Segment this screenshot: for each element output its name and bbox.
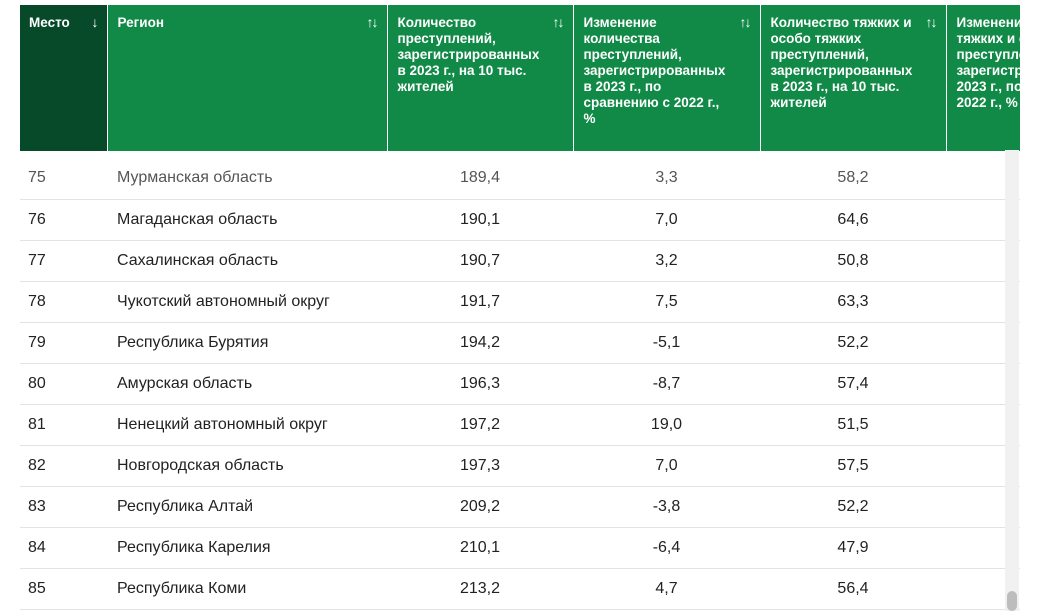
- rank-cell: 82: [20, 445, 107, 487]
- crimes-change-cell: 7,0: [573, 445, 760, 487]
- severe-crimes-cell: 50,8: [760, 240, 946, 282]
- table-row: 76 Магаданская область 190,1 7,0 64,6: [20, 199, 1020, 241]
- crimes-change-cell: 19,0: [573, 404, 760, 446]
- table-row: 84 Республика Карелия 210,1 -6,4 47,9: [20, 527, 1020, 569]
- ranking-table-container: Место ↓ Регион ↑↓ Количество преступлени…: [20, 5, 1020, 611]
- crimes-cell: 190,7: [387, 240, 573, 282]
- crimes-change-cell: 7,5: [573, 281, 760, 323]
- column-header-severe-crimes-change[interactable]: Изменение количества тяжких и особо тяжк…: [946, 5, 1020, 151]
- rank-cell: 83: [20, 486, 107, 528]
- crimes-change-cell: -8,7: [573, 363, 760, 405]
- table-row: 75 Мурманская область 189,4 3,3 58,2: [20, 151, 1020, 200]
- crimes-cell: 210,1: [387, 527, 573, 569]
- crimes-cell: 190,1: [387, 199, 573, 241]
- severe-crimes-cell: 57,5: [760, 445, 946, 487]
- region-cell: Республика Бурятия: [107, 322, 387, 364]
- table-row: 77 Сахалинская область 190,7 3,2 50,8: [20, 240, 1020, 282]
- column-header-crimes-change[interactable]: Изменение количества преступлений, зарег…: [573, 5, 761, 151]
- severe-crimes-cell: 52,2: [760, 486, 946, 528]
- crimes-change-cell: 4,7: [573, 568, 760, 610]
- rank-cell: 77: [20, 240, 107, 282]
- region-cell: Амурская область: [107, 363, 387, 405]
- column-header-crimes[interactable]: Количество преступлений, зарегистрирован…: [387, 5, 574, 151]
- severe-crimes-cell: 47,9: [760, 527, 946, 569]
- crimes-cell: 189,4: [387, 151, 573, 200]
- region-cell: Мурманская область: [107, 151, 387, 200]
- crimes-change-cell: 3,2: [573, 240, 760, 282]
- region-cell: Сахалинская область: [107, 240, 387, 282]
- rank-cell: 81: [20, 404, 107, 446]
- vertical-scrollbar-track[interactable]: [1005, 150, 1019, 611]
- table-header: Место ↓ Регион ↑↓ Количество преступлени…: [20, 5, 1020, 151]
- rank-cell: 78: [20, 281, 107, 323]
- rank-cell: 79: [20, 322, 107, 364]
- region-cell: Республика Алтай: [107, 486, 387, 528]
- region-cell: Чукотский автономный округ: [107, 281, 387, 323]
- column-header-label: Изменение количества тяжких и особо тяжк…: [956, 15, 1021, 110]
- crimes-cell: 194,2: [387, 322, 573, 364]
- vertical-scrollbar-thumb[interactable]: [1007, 591, 1017, 611]
- rank-cell: 85: [20, 568, 107, 610]
- crimes-cell: 196,3: [387, 363, 573, 405]
- column-header-rank[interactable]: Место ↓: [20, 5, 108, 151]
- crimes-change-cell: -6,4: [573, 527, 760, 569]
- table-row: 80 Амурская область 196,3 -8,7 57,4: [20, 363, 1020, 405]
- region-cell: Республика Карелия: [107, 527, 387, 569]
- table-row: 78 Чукотский автономный округ 191,7 7,5 63,3: [20, 281, 1020, 323]
- severe-crimes-cell: 57,4: [760, 363, 946, 405]
- column-header-label: Место: [29, 15, 70, 30]
- severe-crimes-cell: 56,4: [760, 568, 946, 610]
- sort-desc-icon[interactable]: ↓: [91, 14, 99, 30]
- crimes-change-cell: -5,1: [573, 322, 760, 364]
- column-header-region[interactable]: Регион ↑↓: [107, 5, 388, 151]
- severe-crimes-cell: 58,2: [760, 151, 946, 200]
- crimes-change-cell: 7,0: [573, 199, 760, 241]
- sort-toggle-icon[interactable]: ↑↓: [552, 14, 565, 30]
- crimes-cell: 197,3: [387, 445, 573, 487]
- column-header-label: Регион: [117, 15, 165, 30]
- column-header-label: Количество тяжких и особо тяжких преступ…: [770, 15, 913, 110]
- crimes-cell: 213,2: [387, 568, 573, 610]
- crimes-cell: 209,2: [387, 486, 573, 528]
- crimes-cell: 191,7: [387, 281, 573, 323]
- table-row: 85 Республика Коми 213,2 4,7 56,4: [20, 568, 1020, 610]
- sort-toggle-icon[interactable]: ↑↓: [366, 14, 379, 30]
- crimes-change-cell: -3,8: [573, 486, 760, 528]
- rank-cell: 75: [20, 151, 107, 200]
- region-cell: Ненецкий автономный округ: [107, 404, 387, 446]
- severe-crimes-cell: 63,3: [760, 281, 946, 323]
- column-header-label: Количество преступлений, зарегистрирован…: [397, 15, 540, 94]
- crimes-cell: 197,2: [387, 404, 573, 446]
- rank-cell: 76: [20, 199, 107, 241]
- severe-crimes-cell: 51,5: [760, 404, 946, 446]
- severe-crimes-cell: 52,2: [760, 322, 946, 364]
- severe-crimes-cell: 64,6: [760, 199, 946, 241]
- region-cell: Республика Коми: [107, 568, 387, 610]
- table-row: 82 Новгородская область 197,3 7,0 57,5: [20, 445, 1020, 487]
- region-cell: Новгородская область: [107, 445, 387, 487]
- region-cell: Магаданская область: [107, 199, 387, 241]
- rank-cell: 84: [20, 527, 107, 569]
- ranking-table: Место ↓ Регион ↑↓ Количество преступлени…: [20, 5, 1020, 610]
- table-row: 83 Республика Алтай 209,2 -3,8 52,2: [20, 486, 1020, 528]
- column-header-severe-crimes[interactable]: Количество тяжких и особо тяжких преступ…: [760, 5, 947, 151]
- sort-toggle-icon[interactable]: ↑↓: [925, 14, 938, 30]
- table-row: 79 Республика Бурятия 194,2 -5,1 52,2: [20, 322, 1020, 364]
- crimes-change-cell: 3,3: [573, 151, 760, 200]
- table-row: 81 Ненецкий автономный округ 197,2 19,0 51,5: [20, 404, 1020, 446]
- table-body: 75 Мурманская область 189,4 3,3 58,2 76 Магада…: [20, 151, 1020, 610]
- column-header-label: Изменение количества преступлений, зарег…: [583, 15, 726, 126]
- rank-cell: 80: [20, 363, 107, 405]
- sort-toggle-icon[interactable]: ↑↓: [739, 14, 752, 30]
